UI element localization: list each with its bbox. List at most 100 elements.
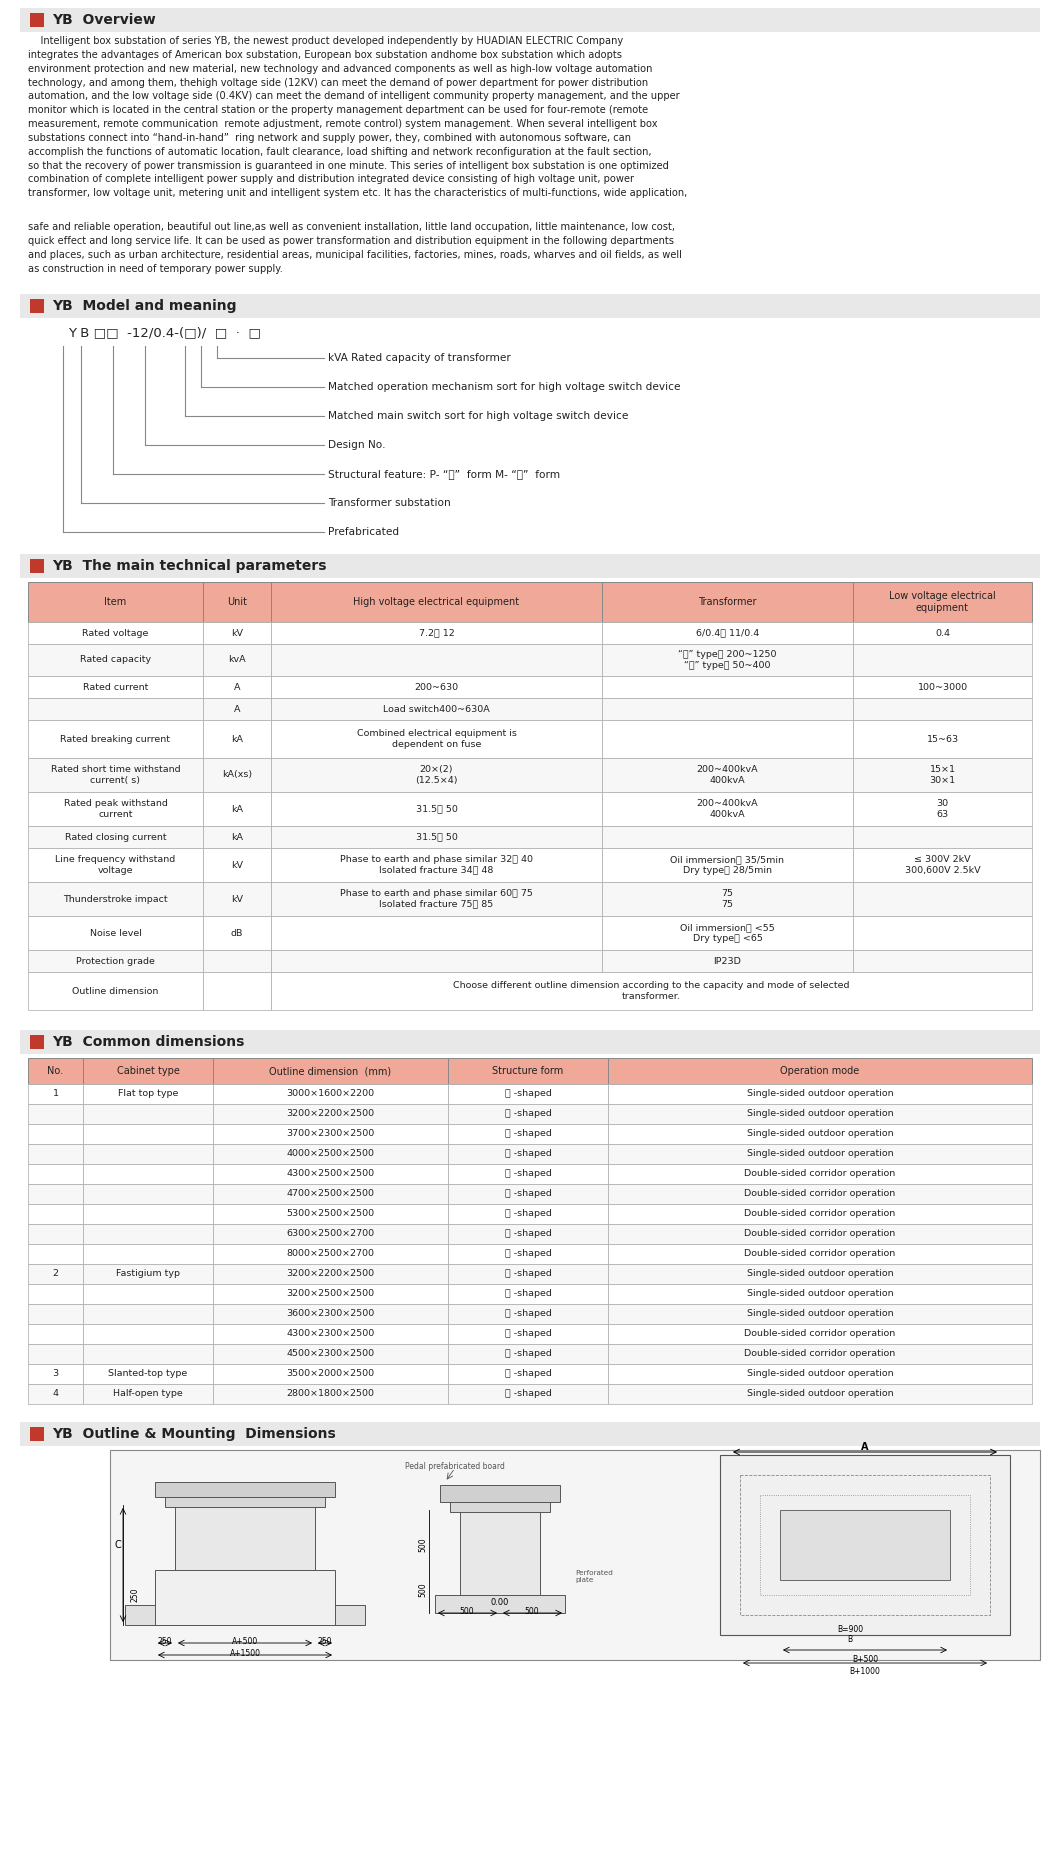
Bar	[602, 622, 853, 643]
Text: ≤ 300V 2kV
300,600V 2.5kV: ≤ 300V 2kV 300,600V 2.5kV	[904, 855, 980, 876]
Text: 6300×2500×2700: 6300×2500×2700	[286, 1230, 374, 1239]
Bar	[853, 581, 1032, 622]
Bar	[448, 1204, 608, 1224]
Bar	[83, 1324, 213, 1344]
Text: Single-sided outdoor operation: Single-sided outdoor operation	[746, 1269, 894, 1279]
Text: Transformer: Transformer	[699, 596, 757, 608]
Bar	[213, 1384, 448, 1404]
Bar	[450, 1500, 550, 1511]
Bar	[271, 698, 602, 720]
Bar	[853, 677, 1032, 698]
Bar	[28, 1344, 83, 1363]
Bar	[20, 1421, 1040, 1446]
Text: 目 -shaped: 目 -shaped	[505, 1329, 551, 1339]
Text: IP23D: IP23D	[713, 956, 741, 966]
Bar	[608, 1344, 1032, 1363]
Bar	[448, 1264, 608, 1284]
Bar	[28, 1243, 83, 1264]
Text: Phase to earth and phase similar 32、 40
Isolated fracture 34、 48: Phase to earth and phase similar 32、 40 …	[340, 855, 533, 876]
Text: Low voltage electrical
equipment: Low voltage electrical equipment	[889, 591, 996, 613]
Text: 4000×2500×2500: 4000×2500×2500	[286, 1149, 374, 1159]
Bar	[608, 1183, 1032, 1204]
Bar	[204, 791, 271, 827]
Bar	[28, 581, 204, 622]
Text: 目 -shaped: 目 -shaped	[505, 1089, 551, 1099]
Text: 6/0.4、 11/0.4: 6/0.4、 11/0.4	[695, 628, 759, 638]
Bar	[213, 1324, 448, 1344]
Bar	[28, 1104, 83, 1123]
Bar	[780, 1509, 950, 1581]
Bar	[28, 951, 204, 971]
Text: 15×1
30×1: 15×1 30×1	[930, 765, 955, 786]
Text: 500: 500	[419, 1538, 427, 1552]
Text: A: A	[861, 1442, 869, 1451]
Text: safe and reliable operation, beautiful out line,as well as convenient installati: safe and reliable operation, beautiful o…	[28, 221, 682, 274]
Bar	[213, 1344, 448, 1363]
Bar	[204, 971, 271, 1011]
Bar	[460, 1509, 540, 1596]
Text: 1: 1	[53, 1089, 58, 1099]
Text: kvA: kvA	[228, 656, 246, 664]
Bar	[271, 827, 602, 848]
Bar	[271, 622, 602, 643]
Text: 31.5、 50: 31.5、 50	[416, 832, 458, 842]
Bar	[435, 1596, 565, 1612]
Bar	[28, 1224, 83, 1243]
Text: YB  The main technical parameters: YB The main technical parameters	[52, 559, 326, 574]
Text: 4700×2500×2500: 4700×2500×2500	[286, 1189, 374, 1198]
Text: Combined electrical equipment is
dependent on fuse: Combined electrical equipment is depende…	[356, 729, 516, 748]
Bar	[213, 1058, 448, 1084]
Text: Oil immersion： <55
Dry type： <65: Oil immersion： <55 Dry type： <65	[681, 922, 775, 943]
Bar	[213, 1204, 448, 1224]
Bar	[83, 1284, 213, 1303]
Text: Operation mode: Operation mode	[780, 1067, 860, 1076]
Bar	[740, 1476, 990, 1614]
Bar	[83, 1243, 213, 1264]
Bar	[28, 1264, 83, 1284]
Bar	[204, 677, 271, 698]
Text: C: C	[114, 1539, 122, 1551]
Bar	[213, 1084, 448, 1104]
Bar	[204, 698, 271, 720]
Text: Rated closing current: Rated closing current	[65, 832, 166, 842]
Bar	[83, 1144, 213, 1164]
Text: kV: kV	[231, 861, 243, 870]
Text: Prefabricated: Prefabricated	[328, 527, 400, 536]
Text: B+1000: B+1000	[849, 1667, 881, 1676]
Text: Perforated
plate: Perforated plate	[575, 1569, 613, 1582]
Text: Slanted-top type: Slanted-top type	[108, 1369, 188, 1378]
Text: 目 -shaped: 目 -shaped	[505, 1129, 551, 1138]
Bar	[608, 1363, 1032, 1384]
Bar	[448, 1243, 608, 1264]
Text: Flat top type: Flat top type	[118, 1089, 178, 1099]
Bar	[448, 1104, 608, 1123]
Bar	[155, 1481, 335, 1496]
Text: 7.2、 12: 7.2、 12	[419, 628, 455, 638]
Bar	[83, 1123, 213, 1144]
Bar	[204, 643, 271, 677]
Bar	[20, 1029, 1040, 1054]
Bar	[271, 917, 602, 951]
Text: 250: 250	[318, 1637, 332, 1646]
Bar	[83, 1384, 213, 1404]
Bar	[853, 758, 1032, 791]
Bar	[28, 643, 204, 677]
Text: 3200×2200×2500: 3200×2200×2500	[286, 1269, 374, 1279]
Bar	[608, 1243, 1032, 1264]
Bar	[602, 791, 853, 827]
Bar	[83, 1224, 213, 1243]
Bar	[608, 1303, 1032, 1324]
Bar	[28, 1284, 83, 1303]
Bar	[20, 8, 1040, 32]
Text: 200~400kvA
400kvA: 200~400kvA 400kvA	[696, 799, 758, 819]
Bar	[204, 581, 271, 622]
Bar	[602, 827, 853, 848]
Bar	[28, 1123, 83, 1144]
Bar	[602, 677, 853, 698]
Bar	[28, 1303, 83, 1324]
Bar	[28, 827, 204, 848]
Bar	[213, 1284, 448, 1303]
Text: 250: 250	[130, 1588, 140, 1603]
Text: YB  Outline & Mounting  Dimensions: YB Outline & Mounting Dimensions	[52, 1427, 336, 1442]
Bar	[271, 971, 1032, 1011]
